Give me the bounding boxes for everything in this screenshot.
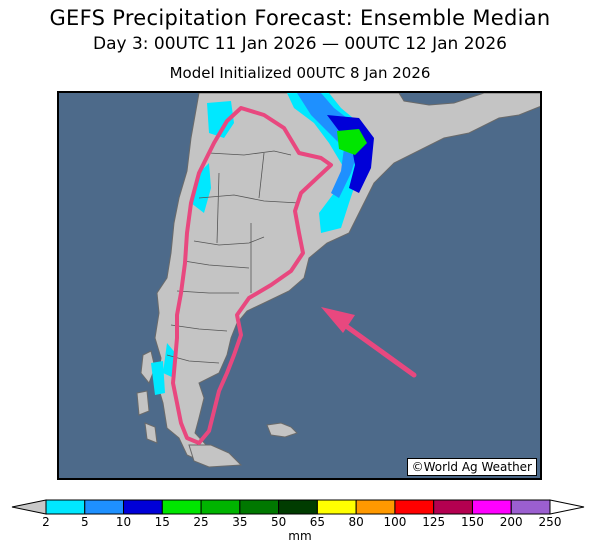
colorbar-tick-label: 35 bbox=[232, 515, 248, 529]
colorbar-swatch bbox=[200, 499, 241, 515]
colorbar-swatch bbox=[45, 499, 86, 515]
colorbar-unit: mm bbox=[288, 529, 312, 543]
colorbar-tick-label: 250 bbox=[538, 515, 562, 529]
colorbar-tick-label: 15 bbox=[154, 515, 170, 529]
highlight-outline bbox=[171, 106, 333, 445]
colorbar-tick-label: 5 bbox=[80, 515, 89, 529]
model-init-time: Model Initialized 00UTC 8 Jan 2026 bbox=[169, 64, 431, 82]
precipitation-map: ©World Ag Weather bbox=[57, 91, 542, 480]
forecast-period: Day 3: 00UTC 11 Jan 2026 — 00UTC 12 Jan … bbox=[92, 34, 508, 54]
chile-islands bbox=[136, 350, 158, 444]
colorbar-tick-label: 150 bbox=[461, 515, 484, 529]
colorbar-swatch bbox=[316, 499, 357, 515]
colorbar-tick-label: 125 bbox=[422, 515, 446, 529]
colorbar-tick-label: 200 bbox=[499, 515, 523, 529]
map-canvas bbox=[136, 93, 540, 468]
colorbar-tick-label: 50 bbox=[270, 515, 287, 529]
map-credit: ©World Ag Weather bbox=[406, 458, 537, 476]
colorbar-swatch bbox=[433, 499, 473, 515]
colorbar-swatch bbox=[278, 499, 318, 515]
colorbar-swatch bbox=[161, 499, 202, 515]
colorbar-swatch bbox=[394, 499, 435, 515]
colorbar-swatch bbox=[355, 499, 396, 515]
colorbar-over-triangle bbox=[549, 499, 585, 515]
colorbar-tick-label: 100 bbox=[383, 515, 407, 529]
colorbar-swatch bbox=[123, 499, 163, 515]
tierra-del-fuego bbox=[188, 444, 243, 468]
falkland-islands bbox=[266, 422, 298, 438]
map-title: GEFS Precipitation Forecast: Ensemble Me… bbox=[49, 6, 551, 30]
colorbar-tick-label: 2 bbox=[42, 515, 50, 529]
land-area bbox=[154, 93, 540, 464]
colorbar-swatch bbox=[510, 499, 551, 515]
colorbar-swatch bbox=[239, 499, 280, 515]
colorbar-under-triangle bbox=[11, 499, 47, 515]
colorbar-swatch bbox=[84, 499, 125, 515]
colorbar-tick-label: 80 bbox=[348, 515, 364, 529]
colorbar-swatch bbox=[471, 499, 512, 515]
highlight-arrow bbox=[321, 307, 417, 378]
precip-colorbar bbox=[11, 499, 585, 515]
colorbar-tick-label: 10 bbox=[115, 515, 132, 529]
colorbar-tick-label: 65 bbox=[309, 515, 326, 529]
colorbar-tick-label: 25 bbox=[193, 515, 209, 529]
